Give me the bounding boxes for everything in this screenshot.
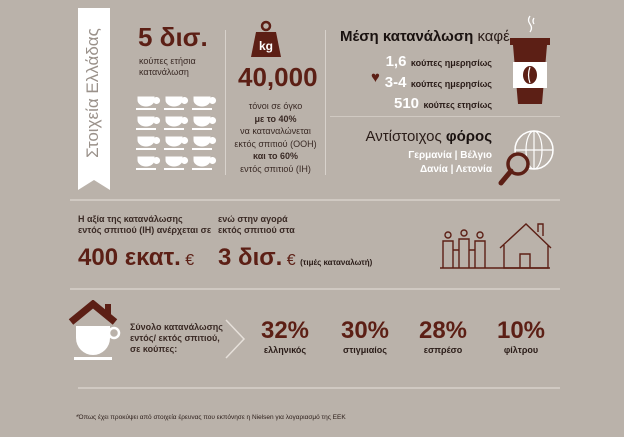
saucer-icon — [164, 168, 184, 170]
cup-icon — [137, 116, 161, 127]
saucer-icon — [136, 148, 156, 150]
saucer-icon — [164, 108, 184, 110]
weight-line: εντός σπιτιού (IH) — [240, 163, 311, 174]
breakdown-item: 30% στιγμιαίος — [340, 317, 390, 355]
saucer-icon — [164, 128, 184, 130]
cups-grid-icon — [136, 96, 217, 170]
divider — [70, 199, 560, 201]
value-home-line-2: εντός σπιτιού (IH) ανέρχεται σε — [78, 225, 212, 235]
footnote: *Όπως έχει προκύψει από στοιχεία έρευνας… — [76, 414, 346, 421]
ribbon-shape — [78, 8, 110, 190]
divider — [78, 387, 560, 389]
divider — [70, 288, 560, 290]
heart-icon: ♥ — [371, 69, 380, 86]
globe-magnifier-icon — [498, 130, 554, 186]
saucer-icon — [136, 108, 156, 110]
cups-value: 5 δισ. — [138, 22, 208, 52]
tax-countries-1: Γερμανία | Βέλγιο — [408, 150, 492, 161]
cup-icon — [137, 136, 161, 147]
cup-icon — [165, 96, 189, 107]
value-out-amount: 3 δισ. — [218, 244, 283, 271]
svg-text:kg: kg — [259, 39, 273, 53]
family-house-icon — [440, 223, 552, 269]
saucer-icon — [192, 108, 212, 110]
breakdown-label-2: εντός/ εκτός σπιτιού, — [130, 333, 220, 343]
saucer-icon — [192, 148, 212, 150]
cup-icon — [165, 156, 189, 167]
banner-ribbon: Στοιχεία Ελλάδας — [78, 8, 110, 190]
divider — [330, 116, 560, 117]
breakdown-label-1: Σύνολο κατανάλωσης — [130, 322, 223, 332]
coffee-cup-icon — [510, 15, 550, 104]
saucer-icon — [136, 168, 156, 170]
average-title-bold: Μέση κατανάλωση — [340, 28, 474, 45]
value-home-amount: 400 εκατ. — [78, 244, 181, 271]
breakdown-item: 10% φίλτρου — [496, 317, 546, 355]
breakdown-item: 28% εσπρέσο — [418, 317, 468, 355]
saucer-icon — [192, 168, 212, 170]
average-title: Μέση κατανάλωση καφέ — [340, 28, 510, 45]
saucer-icon — [164, 148, 184, 150]
home-coffee-icon — [68, 300, 121, 360]
average-row: 1,6 κούπες ημερησίως — [385, 53, 492, 70]
cup-icon — [193, 156, 217, 167]
chevron-right-icon — [225, 319, 246, 359]
cup-icon — [137, 96, 161, 107]
tax-countries-2: Δανία | Λετονία — [419, 164, 492, 175]
value-out-line-1: ενώ στην αγορά — [218, 214, 288, 224]
value-out-currency: € — [286, 252, 296, 269]
value-home-currency: € — [185, 252, 195, 269]
divider — [325, 30, 326, 175]
weight-line: εκτός σπιτιού (OOH) — [234, 138, 317, 149]
cups-label-1: κούπες ετήσια — [139, 56, 196, 66]
saucer-icon — [192, 128, 212, 130]
value-home-line-1: Η αξία της κατανάλωσης — [78, 214, 183, 224]
saucer-icon — [136, 128, 156, 130]
breakdown-item: 32% ελληνικός — [260, 317, 310, 355]
banner-title: Στοιχεία Ελλάδας — [83, 28, 102, 158]
weight-icon: kg — [251, 20, 281, 57]
average-title-light: καφέ — [477, 28, 510, 45]
average-row: 3-4 κούπες ημερησίως — [384, 74, 492, 91]
cup-icon — [193, 136, 217, 147]
value-out-note: (τιμές καταναλωτή) — [300, 258, 373, 267]
average-row: 510 κούπες ετησίως — [393, 95, 492, 112]
divider — [225, 30, 226, 175]
cup-icon — [165, 136, 189, 147]
cups-label-2: κατανάλωση — [139, 67, 189, 77]
cup-icon — [193, 96, 217, 107]
weight-value: 40,000 — [238, 62, 318, 92]
cup-icon — [137, 156, 161, 167]
tax-title: Αντίστοιχος φόρος — [365, 128, 493, 145]
weight-line: να καταναλώνεται — [240, 126, 311, 136]
weight-line: τόνοι σε όγκο — [248, 101, 303, 111]
cup-icon — [165, 116, 189, 127]
weight-line: και το 60% — [252, 151, 299, 161]
breakdown-label-3: σε κούπες: — [130, 344, 178, 354]
value-out-line-2: εκτός σπιτιού στα — [218, 225, 295, 235]
weight-line: με το 40% — [254, 113, 297, 124]
cup-icon — [193, 116, 217, 127]
